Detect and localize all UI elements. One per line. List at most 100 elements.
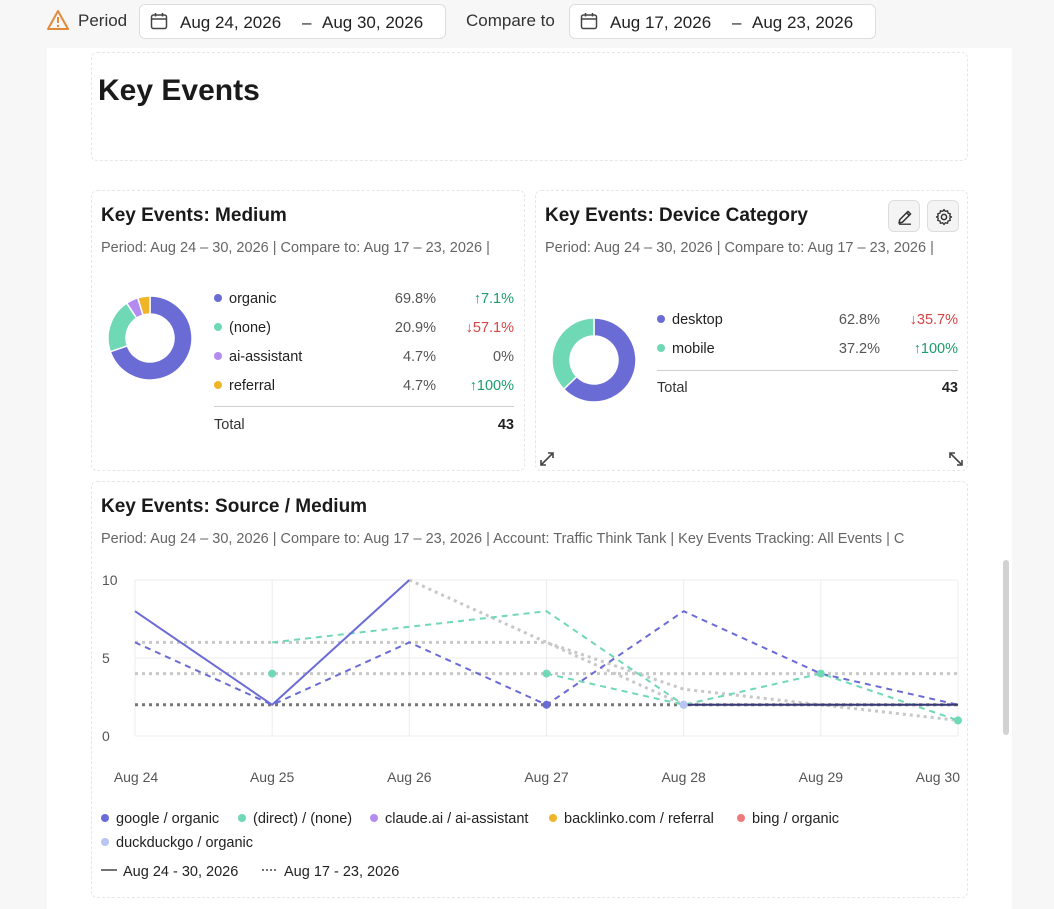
legend-item[interactable]: claude.ai / ai-assistant — [370, 811, 528, 827]
legend-dot — [101, 814, 109, 822]
legend-label: referral — [229, 378, 275, 394]
legend-dot — [214, 352, 222, 360]
change-value: ↑100% — [913, 341, 958, 357]
percent-value: 62.8% — [838, 312, 880, 328]
device-card-title: Key Events: Device Category — [545, 205, 808, 226]
legend-dot — [214, 294, 222, 302]
divider — [657, 370, 958, 371]
medium-card[interactable] — [91, 190, 525, 471]
legend-label: (none) — [229, 320, 271, 336]
title-card — [91, 52, 968, 161]
period-legend-label: Aug 17 - 23, 2026 — [284, 864, 400, 880]
legend-label: google / organic — [116, 811, 220, 827]
period-date-range-picker[interactable]: Aug 24, 2026 – Aug 30, 2026 — [139, 4, 446, 39]
compare-label: Compare to — [466, 11, 555, 30]
data-point[interactable] — [679, 700, 688, 709]
data-point[interactable] — [542, 669, 551, 678]
legend-item[interactable]: backlinko.com / referral — [549, 811, 714, 827]
legend-item: desktop — [657, 312, 723, 328]
y-tick-label: 0 — [102, 728, 110, 744]
change-value: ↑100% — [469, 378, 514, 394]
data-point[interactable] — [542, 700, 551, 709]
x-tick-label: Aug 26 — [387, 769, 432, 785]
x-tick-label: Aug 28 — [661, 769, 706, 785]
legend-label: bing / organic — [752, 811, 840, 827]
change-value: 0% — [493, 349, 514, 365]
legend-item[interactable]: duckduckgo / organic — [101, 835, 253, 851]
legend-label: desktop — [672, 312, 723, 328]
series-line[interactable] — [546, 672, 959, 722]
period-label: Period — [78, 11, 128, 30]
calendar-icon — [150, 13, 168, 30]
x-tick-label: Aug 30 — [916, 769, 961, 785]
x-tick-label: Aug 24 — [114, 769, 159, 785]
legend-label: duckduckgo / organic — [116, 835, 254, 851]
legend-dot — [101, 838, 109, 846]
legend-item: referral — [214, 378, 275, 394]
gear-icon — [935, 208, 953, 226]
total-value: 43 — [941, 380, 958, 396]
date-range-dash: – — [732, 13, 742, 32]
warning-icon[interactable] — [47, 9, 69, 31]
resize-handle-icon[interactable] — [948, 451, 964, 467]
y-tick-label: 10 — [102, 572, 118, 588]
legend-label: organic — [229, 291, 277, 307]
device-donut-chart[interactable] — [550, 316, 638, 404]
legend-item[interactable]: google / organic — [101, 811, 219, 827]
edit-button[interactable] — [888, 200, 920, 232]
legend-dot — [657, 344, 665, 352]
legend-label: mobile — [672, 341, 715, 357]
legend-dot — [370, 814, 378, 822]
legend-item: mobile — [657, 341, 715, 357]
period-legend-current: Aug 24 - 30, 2026 — [101, 864, 238, 880]
medium-donut-chart[interactable] — [106, 294, 194, 382]
scrollbar-thumb[interactable] — [1003, 560, 1009, 735]
donut-slice[interactable] — [136, 295, 151, 316]
data-point[interactable] — [954, 716, 962, 725]
divider — [214, 406, 514, 407]
legend-dot — [214, 381, 222, 389]
compare-date-range-picker[interactable]: Aug 17, 2026 – Aug 23, 2026 — [569, 4, 876, 39]
legend-label: backlinko.com / referral — [564, 811, 714, 827]
medium-card-title: Key Events: Medium — [101, 205, 287, 226]
legend-dot — [657, 315, 665, 323]
period-start-date: Aug 24, 2026 — [180, 13, 282, 32]
total-label: Total — [657, 380, 688, 396]
legend-dot — [737, 814, 745, 822]
x-tick-label: Aug 27 — [524, 769, 569, 785]
calendar-icon — [580, 13, 598, 30]
legend-item: ai-assistant — [214, 349, 302, 365]
legend-dot — [549, 814, 557, 822]
donut-slice[interactable] — [109, 295, 193, 381]
legend-dot — [238, 814, 246, 822]
expand-icon[interactable] — [539, 451, 555, 467]
y-tick-label: 5 — [102, 650, 110, 666]
total-label: Total — [214, 417, 245, 433]
legend-item[interactable]: bing / organic — [737, 811, 839, 827]
medium-card-subtitle: Period: Aug 24 – 30, 2026 | Compare to: … — [101, 240, 490, 256]
data-point[interactable] — [816, 669, 825, 678]
pencil-icon — [898, 210, 912, 225]
legend-label: (direct) / (none) — [253, 811, 353, 827]
change-value: ↑7.1% — [473, 291, 514, 307]
x-tick-label: Aug 29 — [799, 769, 844, 785]
source-medium-line-chart[interactable]: 0 5 10 Aug 24 Aug 25 Aug 26 Aug 27 Aug 28 Aug 29… — [95, 565, 963, 795]
compare-start-date: Aug 17, 2026 — [610, 13, 712, 32]
page-title: Key Events — [98, 74, 260, 107]
legend-dot — [214, 323, 222, 331]
data-point[interactable] — [268, 669, 277, 678]
donut-slice[interactable] — [562, 317, 637, 403]
series-line[interactable] — [272, 610, 685, 706]
legend-item[interactable]: (direct) / (none) — [238, 811, 352, 827]
legend-label: ai-assistant — [229, 349, 303, 365]
series-line[interactable] — [134, 579, 411, 706]
donut-slice[interactable] — [551, 317, 595, 391]
period-toolbar: Period Aug 24, 2026 – Aug 30, 2026 Compa… — [0, 0, 1054, 44]
legend-label: claude.ai / ai-assistant — [385, 811, 529, 827]
compare-end-date: Aug 23, 2026 — [752, 13, 854, 32]
change-value: ↓57.1% — [465, 320, 514, 336]
settings-button[interactable] — [927, 200, 959, 232]
percent-value: 4.7% — [402, 349, 436, 365]
change-value: ↓35.7% — [909, 312, 958, 328]
source-card-title: Key Events: Source / Medium — [101, 496, 368, 517]
